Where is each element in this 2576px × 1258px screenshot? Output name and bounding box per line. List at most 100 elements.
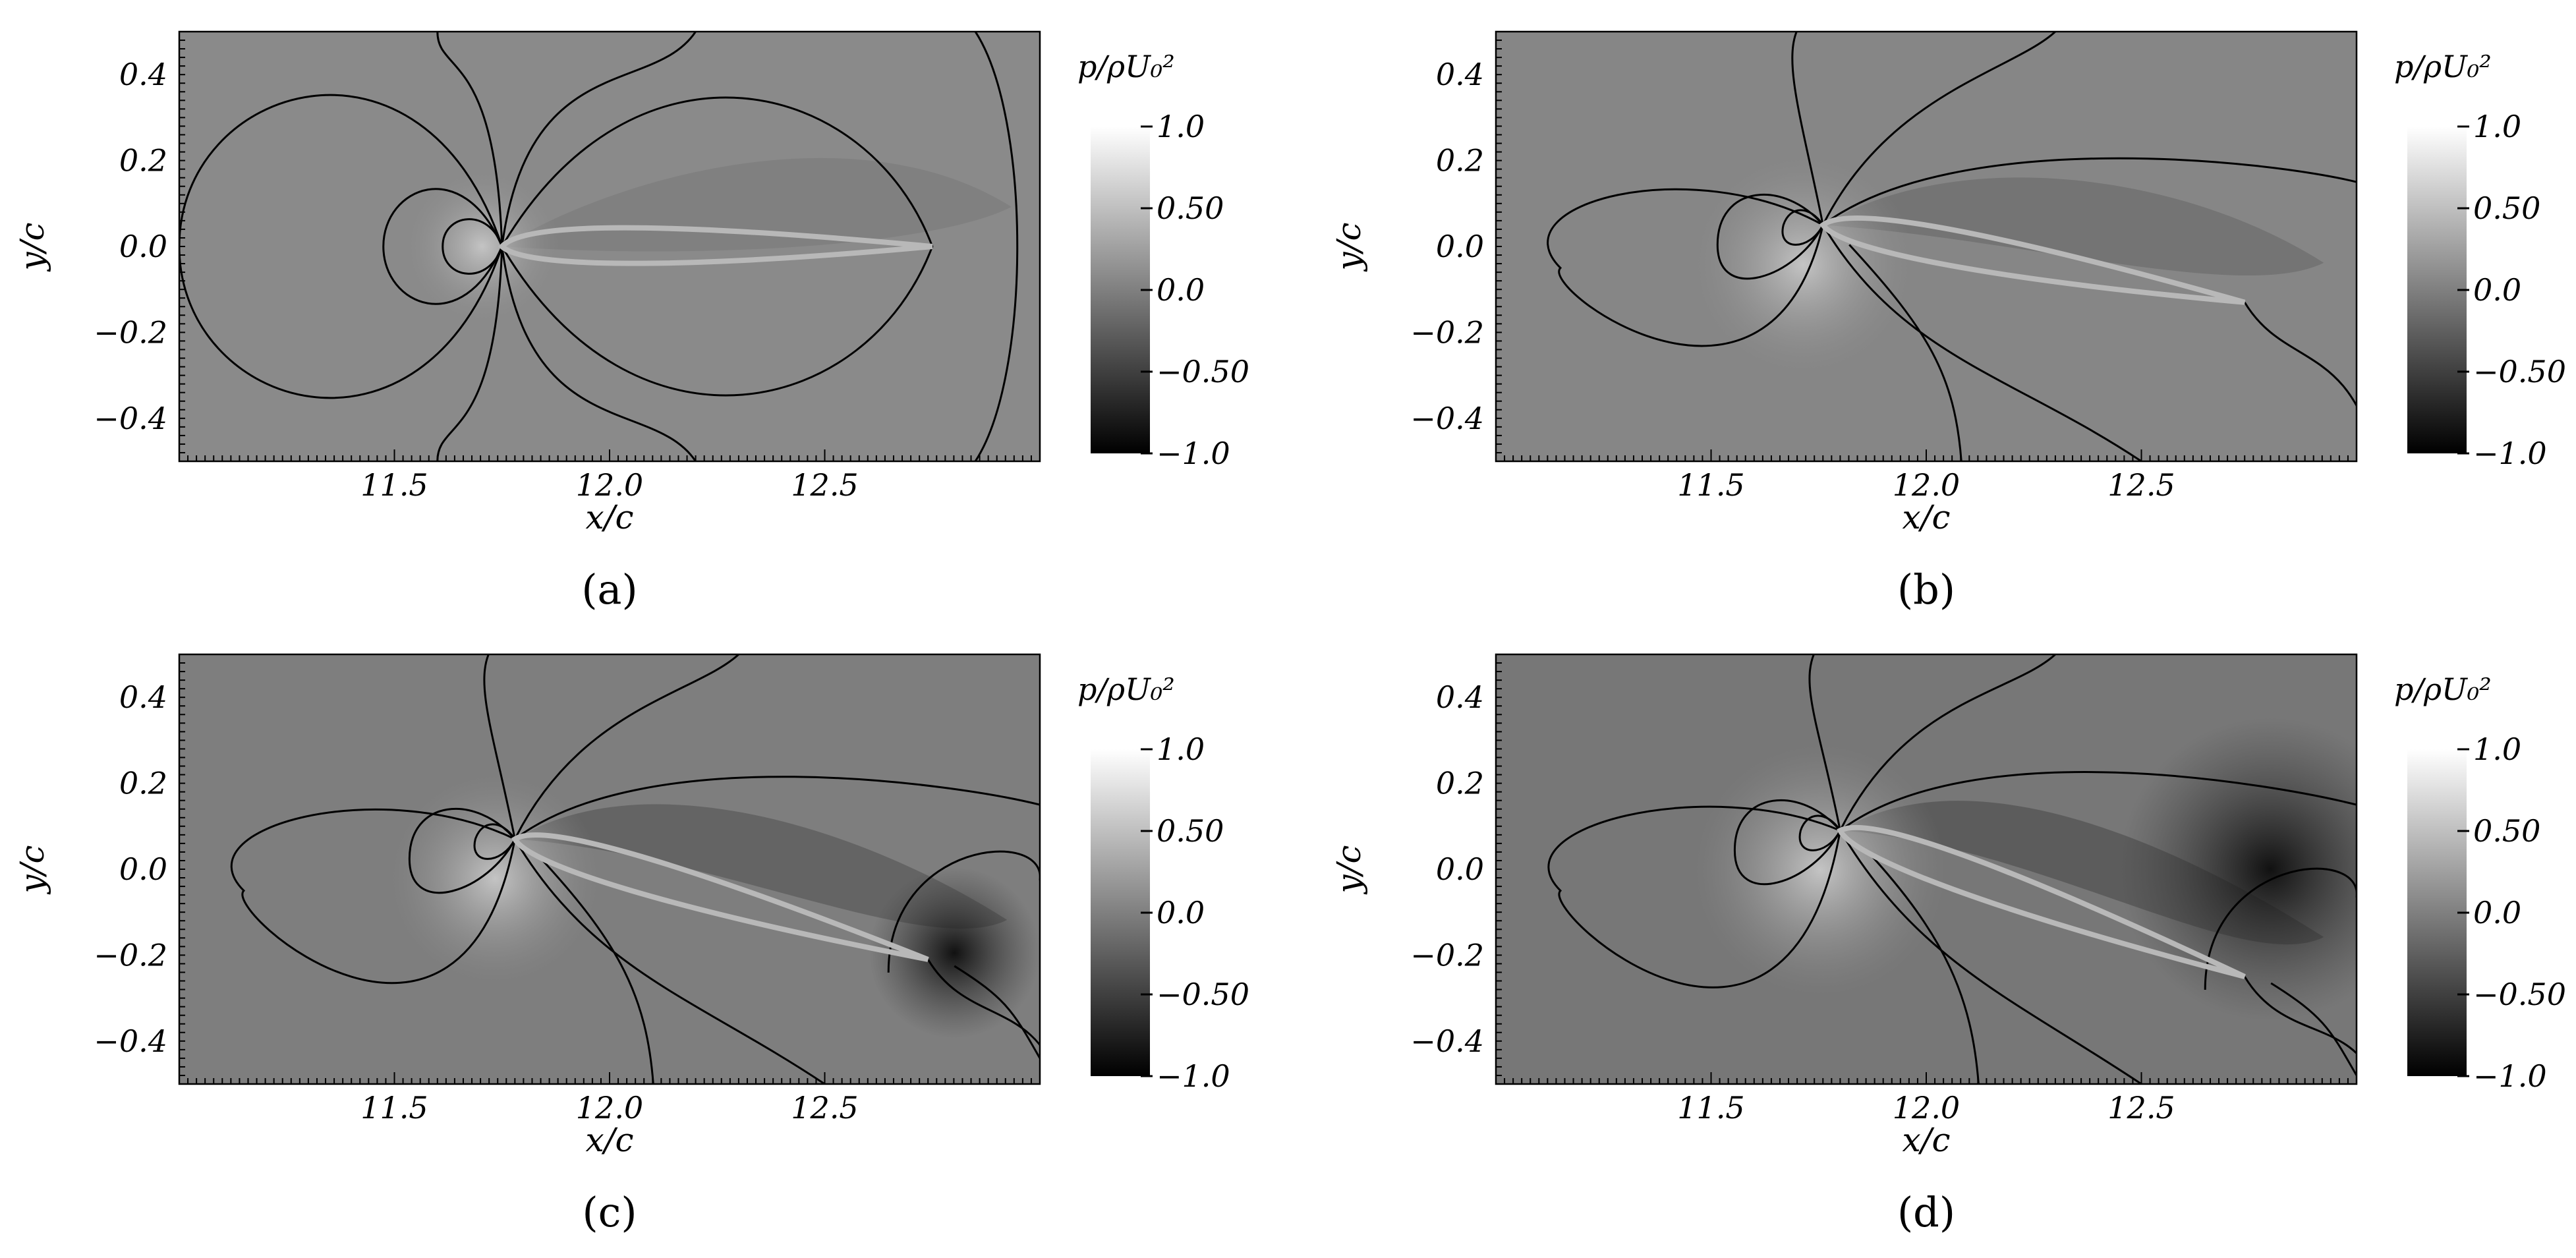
pressure-field	[179, 654, 1040, 1084]
colorbar-tick-label: −1.0	[1157, 1058, 1230, 1094]
pressure-contour	[514, 838, 826, 1084]
colorbar-tick-label: 1.0	[2473, 109, 2521, 144]
panel-caption: (a)	[581, 565, 638, 614]
pressure-contour	[473, 823, 516, 860]
colorbar	[2407, 127, 2467, 453]
vortex-core	[2119, 718, 2357, 1021]
suction-region	[515, 804, 1008, 929]
chart-panel-b: 11.5 12.0 12.5 0.4 0.2 0.0 −0.2 −0.4 x/c y/c 1.0 0.…	[1317, 0, 2576, 629]
y-tick-label: 0.4	[1436, 679, 1484, 715]
pressure-contour	[1791, 32, 1824, 225]
x-tick-label: 12.5	[2107, 1090, 2175, 1126]
colorbar-tick-label: 0.0	[1157, 272, 1205, 308]
pressure-contour	[179, 94, 503, 399]
pressure-contour	[501, 32, 697, 247]
colorbar-tick-label: −0.50	[2473, 977, 2566, 1012]
airfoil-outline	[1819, 215, 2246, 305]
y-tick-label: 0.4	[1436, 57, 1484, 92]
airfoil-outline	[498, 225, 933, 266]
colorbar-tick-label: 0.50	[2473, 190, 2540, 226]
colorbar-tick-label: −1.0	[2473, 436, 2547, 471]
pressure-contour	[1798, 815, 1841, 851]
x-tick-label: 12.5	[791, 1090, 858, 1126]
y-tick-label: 0.0	[119, 229, 167, 264]
pressure-contour	[1821, 32, 2056, 226]
x-tick-label: 12.0	[576, 1090, 643, 1126]
pressure-contour	[2243, 976, 2357, 1055]
chart-svg: 11.5 12.0 12.5 0.4 0.2 0.0 −0.2 −0.4 x/c y/c 1.0 0.…	[1330, 653, 2566, 1159]
x-tick-label: 12.5	[2107, 467, 2175, 503]
pressure-contour	[1547, 805, 1841, 988]
suction-region	[1823, 177, 2324, 276]
pressure-contour	[954, 965, 1040, 1059]
colorbar-title: p/ρU₀²	[1077, 49, 1175, 84]
chart-svg: 11.5 12.0 12.5 0.4 0.2 0.0 −0.2 −0.4 x/c y/c 1.0 0.…	[1330, 30, 2566, 536]
y-tick-label: 0.4	[119, 57, 167, 92]
stagnation-region	[1691, 152, 1916, 377]
pressure-field	[179, 32, 1040, 461]
axis-ticks	[179, 654, 1041, 1085]
pressure-contour	[436, 32, 503, 247]
colorbar-tick-label: −1.0	[2473, 1058, 2547, 1094]
colorbar-tick-label: 0.0	[2473, 895, 2521, 930]
pressure-contour	[1839, 830, 2142, 1084]
pressure-contour	[514, 776, 1040, 840]
pressure-contour	[927, 959, 1040, 1047]
y-tick-label: −0.4	[94, 401, 167, 436]
pressure-contour	[1822, 157, 2357, 226]
chart-panel-d: 11.5 12.0 12.5 0.4 0.2 0.0 −0.2 −0.4 x/c y/c 1.0 0.…	[1317, 623, 2576, 1252]
colorbar-title: p/ρU₀²	[1077, 672, 1175, 707]
chart-panel-a: 11.5 12.0 12.5 0.4 0.2 0.0 −0.2 −0.4 x/c y/c 1.0 0.…	[0, 0, 1288, 629]
colorbar-tick-label: −1.0	[1157, 436, 1230, 471]
pressure-contour	[1866, 849, 1980, 1084]
y-tick-label: 0.2	[119, 143, 167, 179]
vortex-core	[869, 867, 1040, 1039]
x-axis-label: x/c	[1902, 498, 1950, 536]
colorbar-tick-label: 0.0	[2473, 272, 2521, 308]
colorbar-tick-label: 0.0	[1157, 895, 1205, 930]
panel-caption: (d)	[1897, 1188, 1956, 1236]
contour-lines	[1547, 32, 2357, 461]
contour-lines	[231, 654, 1040, 1084]
colorbar-tick-label: 0.50	[2473, 813, 2540, 849]
airfoil-outline	[511, 832, 929, 962]
colorbar-tick-label: 1.0	[2473, 731, 2521, 767]
x-axis-label: x/c	[1902, 1121, 1950, 1159]
pressure-contour	[1839, 771, 2357, 832]
pressure-contour	[2243, 301, 2357, 408]
y-tick-label: −0.4	[1410, 401, 1484, 436]
x-tick-label: 11.5	[360, 1090, 428, 1126]
pressure-contour	[231, 808, 516, 985]
x-axis-label: x/c	[585, 1121, 633, 1159]
colorbar	[1091, 749, 1150, 1076]
x-tick-label: 11.5	[360, 467, 428, 503]
pressure-contour	[1839, 654, 2056, 831]
x-tick-label: 11.5	[1677, 1090, 1744, 1126]
pressure-field	[1496, 654, 2357, 1084]
y-tick-label: −0.4	[94, 1023, 167, 1059]
colorbar-tick-label: 1.0	[1157, 731, 1205, 767]
pressure-contour	[1848, 244, 1962, 461]
pressure-contour	[1808, 654, 1841, 831]
pressure-contour	[1781, 209, 1824, 246]
y-tick-label: 0.2	[1436, 143, 1484, 179]
axis-ticks	[179, 31, 1041, 462]
stagnation-region	[1695, 745, 1946, 996]
y-axis-label: y/c	[13, 845, 51, 894]
pressure-contour	[1733, 799, 1841, 886]
y-tick-label: 0.4	[119, 679, 167, 715]
pressure-contour	[436, 246, 503, 461]
colorbar-tick-label: 0.50	[1157, 813, 1224, 849]
y-tick-label: −0.4	[1410, 1023, 1484, 1059]
y-tick-label: 0.0	[1436, 229, 1484, 264]
pressure-contour	[1821, 224, 2142, 461]
contour-lines	[1547, 654, 2357, 1084]
axis-ticks	[1495, 654, 2357, 1085]
airfoil-outline	[1837, 824, 2246, 979]
y-tick-label: −0.2	[1410, 937, 1484, 973]
chart-svg: 11.5 12.0 12.5 0.4 0.2 0.0 −0.2 −0.4 x/c y/c 1.0 0.…	[13, 653, 1249, 1159]
x-tick-label: 12.0	[576, 467, 643, 503]
chart-svg: 11.5 12.0 12.5 0.4 0.2 0.0 −0.2 −0.4 x/c y/c 1.0 0.…	[13, 30, 1249, 536]
pressure-contour	[887, 850, 1040, 973]
x-tick-label: 12.0	[1893, 467, 1960, 503]
